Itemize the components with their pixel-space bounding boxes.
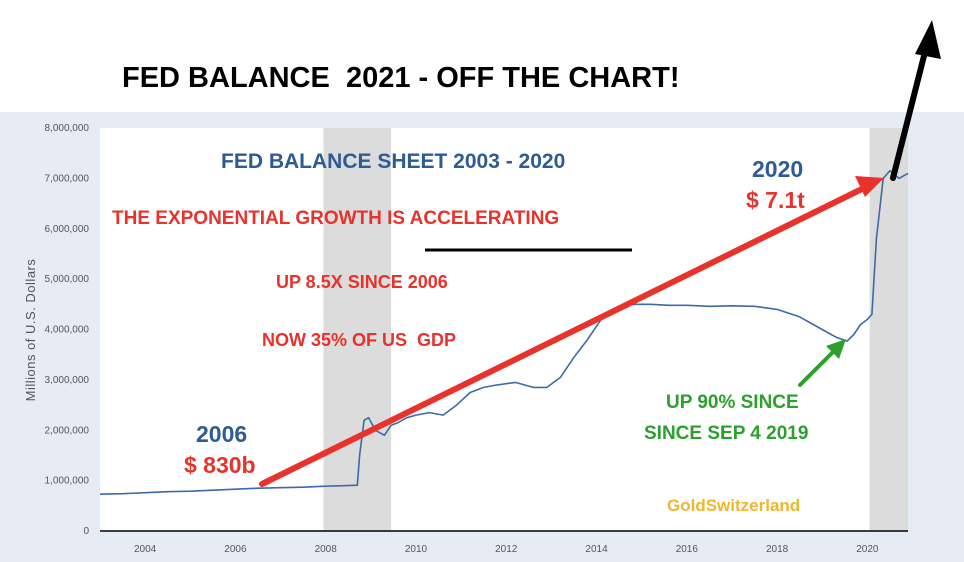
y-tick-label: 0 [83,526,89,537]
red-arrow-head [855,176,884,197]
recession-band-0 [323,128,392,531]
chart-title: FED BALANCE SHEET 2003 - 2020 [221,150,566,173]
y-tick-label: 5,000,000 [45,274,90,285]
brand-goldswitzerland: GoldSwitzerland [667,496,801,515]
y-tick-label: 8,000,000 [45,123,90,134]
y-tick-label: 6,000,000 [45,224,90,235]
y-tick-label: 7,000,000 [45,173,90,184]
green-arrow [798,348,837,387]
y-tick-label: 3,000,000 [45,375,90,386]
x-tick-label: 2010 [405,544,428,555]
headline: FED BALANCE 2021 - OFF THE CHART! [122,62,680,94]
recession-band-1 [869,128,908,531]
x-tick-label: 2014 [585,544,608,555]
x-tick-label: 2020 [856,544,879,555]
x-tick-label: 2008 [315,544,338,555]
balance-sheet-line [99,170,909,495]
annotation-since-sep: SINCE SEP 4 2019 [644,423,809,444]
plot-area [100,128,908,531]
annotation-year-2020: 2020 [752,156,804,182]
y-tick-label: 1,000,000 [45,476,90,487]
annotation-gdp: NOW 35% OF US GDP [262,330,457,350]
x-tick-label: 2012 [495,544,518,555]
annotation-value-2020: $ 7.1t [746,187,805,213]
annotation-value-2006: $ 830b [184,452,256,478]
black-arrow [890,45,929,181]
y-axis-label: Millions of U.S. Dollars [23,259,38,402]
x-tick-label: 2018 [766,544,789,555]
y-tick-label: 2,000,000 [45,425,90,436]
red-trend-arrow [259,184,869,487]
x-tick-label: 2016 [676,544,699,555]
x-tick-label: 2004 [134,544,157,555]
annotation-up-since-2006: UP 8.5X SINCE 2006 [276,272,448,292]
x-tick-label: 2006 [224,544,247,555]
annotation-exponential: THE EXPONENTIAL GROWTH IS ACCELERATING [112,208,560,229]
annotation-up-90: UP 90% SINCE [666,392,799,413]
y-tick-label: 4,000,000 [45,325,90,336]
green-arrow-head [826,339,846,359]
annotation-year-2006: 2006 [196,421,248,447]
black-arrow-head [915,20,941,59]
